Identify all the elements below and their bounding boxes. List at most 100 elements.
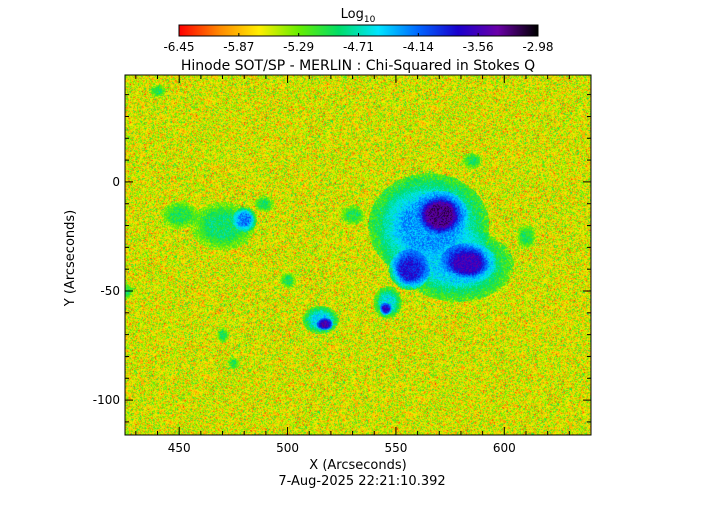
colorbar-segment (344, 25, 346, 36)
colorbar-segment (483, 25, 485, 36)
colorbar-segment (419, 25, 421, 36)
colorbar-segment (226, 25, 228, 36)
colorbar-segment (517, 25, 519, 36)
colorbar-segment (264, 25, 266, 36)
colorbar-segment (470, 25, 472, 36)
colorbar-tick-label: -4.14 (403, 40, 434, 54)
colorbar-segment (529, 25, 531, 36)
colorbar-segment (233, 25, 235, 36)
colorbar-segment (224, 25, 226, 36)
colorbar-segment (499, 25, 501, 36)
x-tick-label: 500 (276, 441, 299, 455)
colorbar-segment (255, 25, 257, 36)
colorbar-segment (232, 25, 234, 36)
colorbar-segment (285, 25, 287, 36)
colorbar-segment (279, 25, 281, 36)
colorbar-segment (203, 25, 205, 36)
colorbar-segment (210, 25, 212, 36)
colorbar-segment (335, 25, 337, 36)
colorbar-segment (534, 25, 536, 36)
colorbar-tick-label: -3.56 (463, 40, 494, 54)
colorbar-segment (376, 25, 378, 36)
colorbar-segment (313, 25, 315, 36)
colorbar-segment (386, 25, 388, 36)
colorbar-segment (353, 25, 355, 36)
colorbar-segment (276, 25, 278, 36)
colorbar-segment (536, 25, 538, 36)
colorbar-segment (437, 25, 439, 36)
colorbar-segment (308, 25, 310, 36)
colorbar-segment (340, 25, 342, 36)
colorbar-segment (535, 25, 537, 36)
colorbar-segment (236, 25, 238, 36)
colorbar-segment (337, 25, 339, 36)
colorbar-segment (460, 25, 462, 36)
colorbar-segment (304, 25, 306, 36)
colorbar-segment (283, 25, 285, 36)
colorbar-segment (211, 25, 213, 36)
colorbar-segment (417, 25, 419, 36)
colorbar-segment (234, 25, 236, 36)
colorbar-segment (450, 25, 452, 36)
colorbar-segment (265, 25, 267, 36)
colorbar-segment (510, 25, 512, 36)
colorbar-segment (209, 25, 211, 36)
colorbar-segment (315, 25, 317, 36)
colorbar-segment (191, 25, 193, 36)
colorbar-segment (179, 25, 181, 36)
colorbar-segment (243, 25, 245, 36)
colorbar-segment (263, 25, 265, 36)
colorbar-segment (331, 25, 333, 36)
colorbar-segment (374, 25, 376, 36)
colorbar-segment (339, 25, 341, 36)
colorbar-segment (182, 25, 184, 36)
colorbar-segment (277, 25, 279, 36)
colorbar-segment (492, 25, 494, 36)
colorbar-segment (248, 25, 250, 36)
colorbar-segment (281, 25, 283, 36)
colorbar-segment (441, 25, 443, 36)
heatmap-image (125, 75, 591, 435)
colorbar-segment (316, 25, 318, 36)
colorbar-segment (428, 25, 430, 36)
colorbar-segment (438, 25, 440, 36)
colorbar-segment (322, 25, 324, 36)
colorbar-segment (512, 25, 514, 36)
colorbar-segment (270, 25, 272, 36)
y-tick-label: 0 (112, 175, 120, 189)
colorbar-segment (222, 25, 224, 36)
colorbar-segment (302, 25, 304, 36)
colorbar-segment (373, 25, 375, 36)
colorbar-segment (400, 25, 402, 36)
colorbar-segment (511, 25, 513, 36)
colorbar-segment (268, 25, 270, 36)
colorbar-segment (259, 25, 261, 36)
colorbar-segment (482, 25, 484, 36)
colorbar-segment (271, 25, 273, 36)
colorbar-segment (205, 25, 207, 36)
colorbar-segment (292, 25, 294, 36)
colorbar-segment (442, 25, 444, 36)
colorbar-tick-label: -2.98 (522, 40, 553, 54)
colorbar-segment (425, 25, 427, 36)
colorbar-segment (514, 25, 516, 36)
colorbar-segment (318, 25, 320, 36)
colorbar-segment (185, 25, 187, 36)
colorbar-segment (262, 25, 264, 36)
colorbar-segment (300, 25, 302, 36)
colorbar-segment (385, 25, 387, 36)
colorbar-segment (524, 25, 526, 36)
colorbar-segment (361, 25, 363, 36)
colorbar-segment (187, 25, 189, 36)
colorbar-segment (267, 25, 269, 36)
colorbar-segment (314, 25, 316, 36)
colorbar-segment (247, 25, 249, 36)
colorbar-segment (477, 25, 479, 36)
colorbar-segment (208, 25, 210, 36)
colorbar-segment (469, 25, 471, 36)
colorbar-segment (532, 25, 534, 36)
colorbar-segment (402, 25, 404, 36)
colorbar-segment (533, 25, 535, 36)
colorbar-segment (261, 25, 263, 36)
colorbar-segment (515, 25, 517, 36)
